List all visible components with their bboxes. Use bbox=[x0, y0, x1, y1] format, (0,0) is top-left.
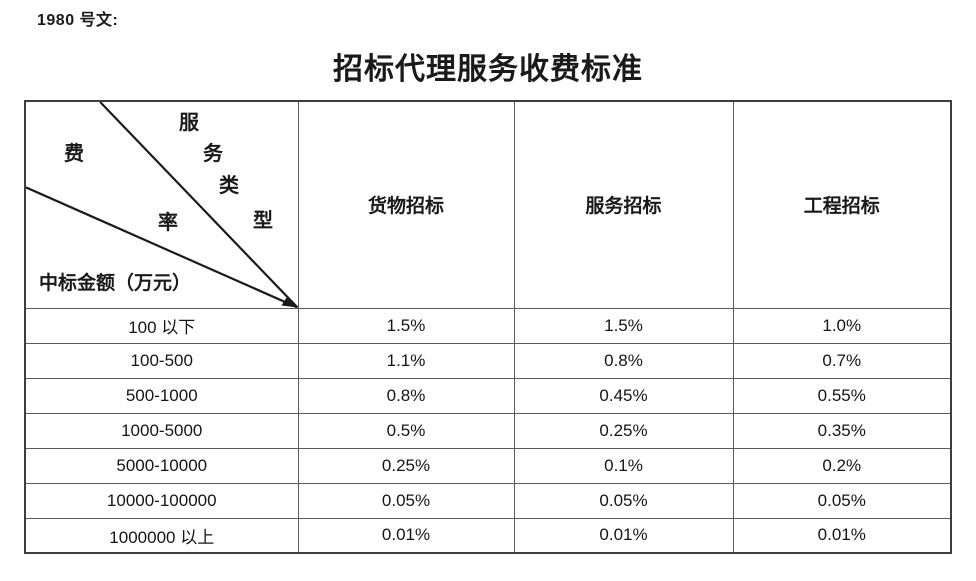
fee-value-cell: 1.5% bbox=[297, 307, 515, 344]
fee-value-cell: 0.35% bbox=[732, 412, 952, 449]
doc-number: 1980 号文: bbox=[37, 12, 119, 29]
corner-rate-char: 费 bbox=[64, 143, 84, 165]
column-header-service: 服务招标 bbox=[513, 100, 734, 309]
fee-value-cell: 0.25% bbox=[513, 412, 734, 449]
fee-value-cell: 1.0% bbox=[732, 307, 952, 344]
table-row: 5000-10000 0.25% 0.1% 0.2% bbox=[24, 447, 952, 484]
corner-service-type-char: 务 bbox=[203, 143, 223, 165]
fee-value-cell: 0.1% bbox=[513, 447, 734, 484]
fee-value-cell: 0.01% bbox=[513, 517, 734, 554]
fee-value-cell: 0.01% bbox=[732, 517, 952, 554]
fee-value-cell: 0.8% bbox=[513, 342, 734, 379]
row-label-cell: 100-500 bbox=[24, 342, 299, 379]
corner-amount-label: 中标金额（万元） bbox=[39, 273, 192, 294]
fee-value-cell: 0.45% bbox=[513, 377, 734, 414]
row-label-cell: 500-1000 bbox=[24, 377, 299, 414]
row-label-cell: 5000-10000 bbox=[24, 447, 299, 484]
diagonal-corner-cell: 服 务 类 型 费 率 中标金额（万元） bbox=[24, 100, 299, 309]
row-label-cell: 1000-5000 bbox=[24, 412, 299, 449]
fee-value-cell: 0.05% bbox=[513, 482, 734, 519]
header-row: 服 务 类 型 费 率 中标金额（万元） 货物招标 服务招标 工程招标 bbox=[24, 100, 952, 309]
fee-value-cell: 0.05% bbox=[297, 482, 515, 519]
corner-service-type-char: 类 bbox=[219, 175, 239, 197]
column-header-goods: 货物招标 bbox=[297, 100, 515, 309]
table-row: 1000-5000 0.5% 0.25% 0.35% bbox=[24, 412, 952, 449]
table-row: 100 以下 1.5% 1.5% 1.0% bbox=[24, 307, 952, 344]
table-row: 10000-100000 0.05% 0.05% 0.05% bbox=[24, 482, 952, 519]
fee-value-cell: 0.5% bbox=[297, 412, 515, 449]
table-row: 500-1000 0.8% 0.45% 0.55% bbox=[24, 377, 952, 414]
fee-value-cell: 0.05% bbox=[732, 482, 952, 519]
table-row: 100-500 1.1% 0.8% 0.7% bbox=[24, 342, 952, 379]
fee-value-cell: 1.1% bbox=[297, 342, 515, 379]
fee-value-cell: 0.25% bbox=[297, 447, 515, 484]
fee-value-cell: 0.01% bbox=[297, 517, 515, 554]
fee-value-cell: 0.55% bbox=[732, 377, 952, 414]
row-label-cell: 1000000 以上 bbox=[24, 517, 299, 554]
fee-value-cell: 0.7% bbox=[732, 342, 952, 379]
column-header-engineering: 工程招标 bbox=[732, 100, 952, 309]
row-label-cell: 10000-100000 bbox=[24, 482, 299, 519]
table-row: 1000000 以上 0.01% 0.01% 0.01% bbox=[24, 517, 952, 554]
page-title: 招标代理服务收费标准 bbox=[333, 53, 643, 86]
corner-service-type-char: 型 bbox=[253, 210, 273, 232]
fee-table: 服 务 类 型 费 率 中标金额（万元） 货物招标 服务招标 工程招标 100 … bbox=[24, 100, 952, 554]
row-label-cell: 100 以下 bbox=[24, 307, 299, 344]
corner-rate-char: 率 bbox=[158, 212, 178, 234]
diagonal-lines-icon bbox=[26, 102, 298, 308]
fee-value-cell: 0.2% bbox=[732, 447, 952, 484]
corner-service-type-char: 服 bbox=[179, 112, 199, 134]
fee-value-cell: 0.8% bbox=[297, 377, 515, 414]
fee-value-cell: 1.5% bbox=[513, 307, 734, 344]
